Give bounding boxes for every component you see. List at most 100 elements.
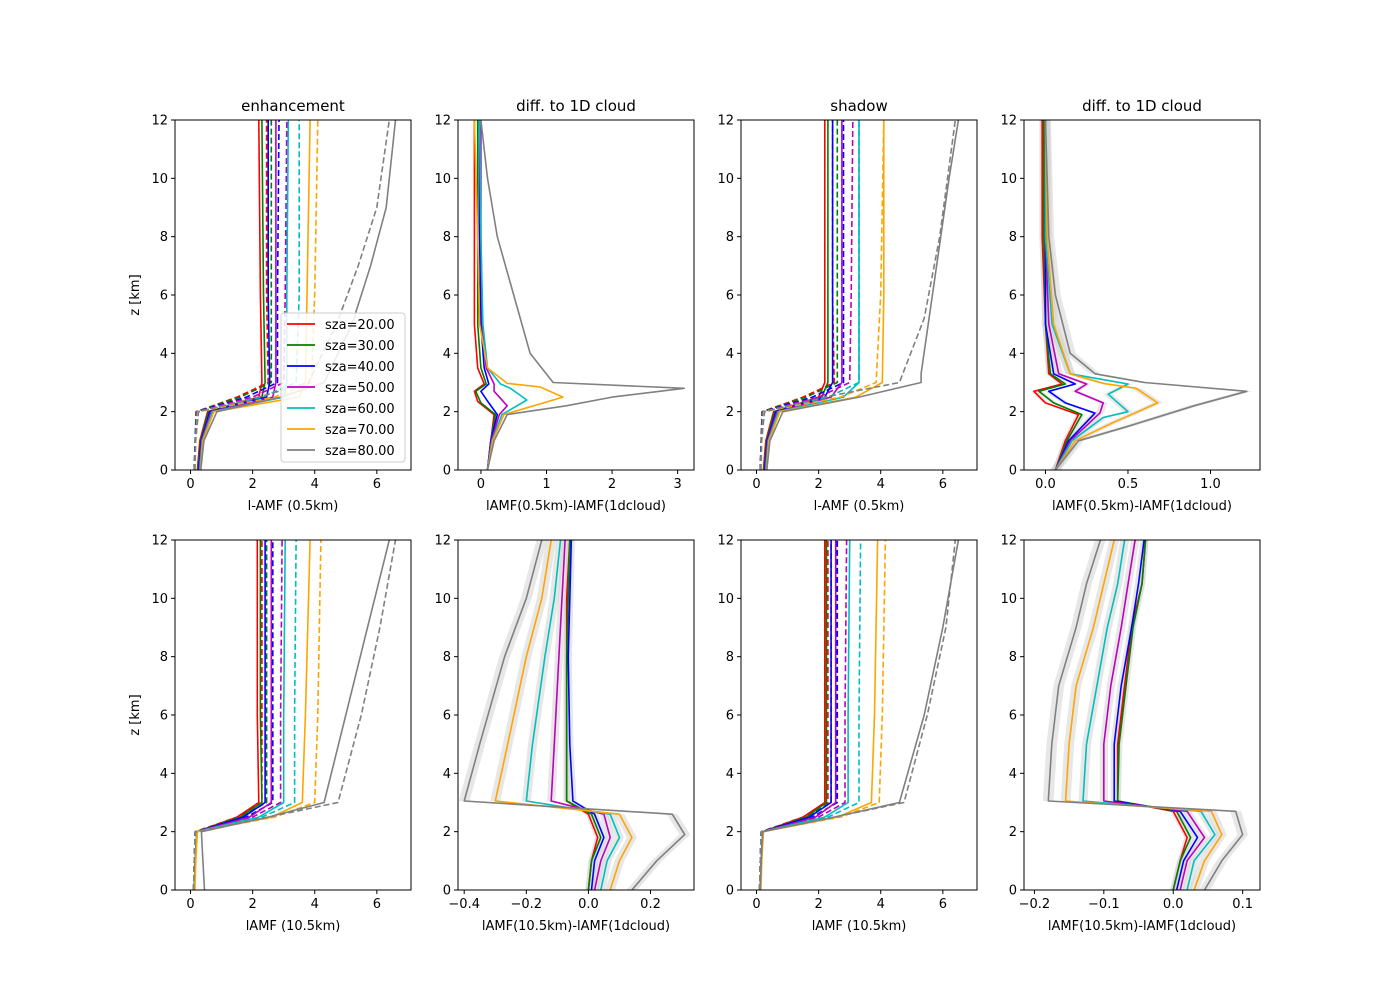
y-tick-label: 2	[443, 405, 451, 420]
x-tick-label: 4	[311, 897, 319, 912]
y-tick-label: 12	[1000, 114, 1017, 129]
series-line-sza-80_00-dashed	[760, 120, 957, 470]
y-tick-label: 0	[160, 884, 168, 899]
x-axis-label: l-AMF (0.5km)	[814, 499, 905, 514]
legend-entry: sza=50.00	[325, 381, 395, 396]
y-axis-label: z [km]	[128, 694, 143, 735]
series-line-sza-50_00	[1103, 540, 1206, 890]
y-axis-label: z [km]	[128, 274, 143, 315]
plot-area	[458, 540, 691, 890]
x-tick-label: 2	[814, 897, 822, 912]
series-line-sza-80_00	[766, 120, 960, 470]
y-tick-label: 10	[434, 172, 451, 187]
series-line-sza-60_00	[478, 120, 528, 470]
series-line-sza-60_00	[1082, 540, 1216, 890]
legend-entry: sza=60.00	[325, 402, 395, 417]
x-tick-label: 0.0	[578, 897, 599, 912]
uncertainty-band	[1060, 540, 1227, 890]
series-line-sza-30_00	[565, 540, 602, 890]
y-tick-label: 0	[726, 884, 734, 899]
x-tick-label: 1	[542, 477, 550, 492]
x-tick-label: −0.1	[1088, 897, 1120, 912]
x-tick-label: 2	[248, 477, 256, 492]
series-line-sza-80_00	[200, 540, 391, 890]
x-tick-label: 6	[373, 477, 381, 492]
y-tick-label: 6	[160, 709, 168, 724]
series-line-sza-30_00	[1116, 540, 1192, 890]
series-line-sza-50_00	[550, 540, 612, 890]
y-tick-label: 0	[1009, 464, 1017, 479]
y-tick-label: 10	[1000, 592, 1017, 607]
plot-area	[1042, 540, 1248, 890]
series-line-sza-40_00	[759, 540, 832, 890]
x-tick-label: 4	[311, 477, 319, 492]
y-tick-label: 12	[151, 534, 168, 549]
series-line-sza-70_00	[194, 540, 311, 890]
y-tick-label: 8	[726, 650, 734, 665]
panel-p24: −0.2 −0.1 0.0 0.1 0 2 4 6 8 10 12 lAMF(10.5km)-lAMF…	[1000, 534, 1261, 934]
y-tick-label: 0	[1009, 884, 1017, 899]
y-tick-label: 10	[717, 592, 734, 607]
y-tick-label: 4	[726, 347, 734, 362]
y-tick-label: 2	[160, 405, 168, 420]
series-line-sza-40_00	[478, 120, 499, 470]
series-line-sza-80_00	[1047, 540, 1244, 890]
y-tick-label: 10	[717, 172, 734, 187]
series-line-sza-40_00	[567, 540, 605, 890]
y-tick-label: 2	[1009, 825, 1017, 840]
series-line-sza-20_00	[759, 540, 826, 890]
uncertainty-band	[1042, 540, 1248, 890]
uncertainty-band	[547, 540, 615, 890]
y-tick-label: 0	[443, 884, 451, 899]
uncertainty-band	[458, 540, 691, 890]
series-line-sza-70_00	[494, 540, 633, 890]
x-axis-label: lAMF (10.5km)	[812, 919, 907, 934]
y-tick-label: 12	[717, 114, 734, 129]
series-line-sza-30_00-dashed	[758, 540, 832, 890]
y-tick-label: 6	[726, 709, 734, 724]
y-tick-label: 4	[160, 767, 168, 782]
y-tick-label: 2	[726, 825, 734, 840]
y-tick-label: 12	[434, 534, 451, 549]
plot-area	[473, 120, 686, 470]
x-tick-label: 6	[373, 897, 381, 912]
uncertainty-band	[1040, 120, 1253, 470]
y-tick-label: 10	[1000, 172, 1017, 187]
y-tick-label: 2	[160, 825, 168, 840]
y-tick-label: 2	[1009, 405, 1017, 420]
panel-p12: 0 1 2 3024681012lAMF(0.5km)-lAMF(1dcloud)di…	[434, 97, 695, 514]
series-line-sza-70_00	[1064, 540, 1223, 890]
x-tick-label: 6	[939, 477, 947, 492]
series-line-sza-60_00	[1044, 120, 1129, 470]
y-tick-label: 10	[151, 592, 168, 607]
panel-title: diff. to 1D cloud	[516, 97, 636, 115]
series-line-sza-60_00	[199, 120, 290, 470]
panel-title: shadow	[830, 97, 887, 115]
y-tick-label: 6	[160, 289, 168, 304]
y-tick-label: 6	[1009, 289, 1017, 304]
x-tick-label: −0.2	[1019, 897, 1051, 912]
panel-p23: 0 2 4 6 0 2 4 6 8 10 12 lAMF (10.5km)	[717, 534, 978, 934]
series-line-sza-30_00	[759, 540, 828, 890]
plot-area	[192, 540, 397, 890]
x-tick-label: 4	[877, 897, 885, 912]
legend-entry: sza=20.00	[325, 318, 395, 333]
y-tick-label: 6	[726, 289, 734, 304]
y-tick-label: 8	[443, 230, 451, 245]
series-line-sza-50_00-dashed	[192, 540, 283, 890]
y-tick-label: 4	[443, 347, 451, 362]
plot-area	[1031, 120, 1253, 470]
y-tick-label: 4	[1009, 347, 1017, 362]
y-tick-label: 12	[1000, 534, 1017, 549]
series-line-sza-50_00	[1044, 120, 1104, 470]
y-tick-label: 0	[160, 464, 168, 479]
x-tick-label: 0.2	[640, 897, 661, 912]
x-axis-label: l-AMF (0.5km)	[248, 499, 339, 514]
series-line-sza-40_00	[1044, 120, 1096, 470]
series-line-sza-20_00-dashed	[758, 540, 829, 890]
legend-entry: sza=70.00	[325, 423, 395, 438]
series-line-sza-40_00	[1113, 540, 1199, 890]
legend-entry: sza=30.00	[325, 339, 395, 354]
series-line-sza-30_00	[193, 540, 263, 890]
